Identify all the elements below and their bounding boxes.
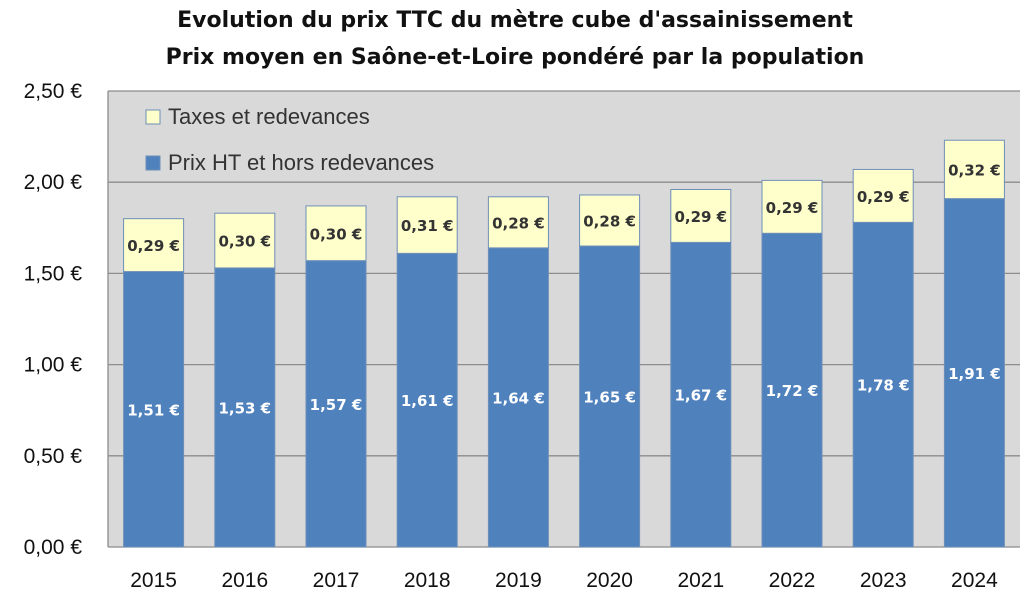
y-tick-label: 0,50 € bbox=[24, 445, 83, 468]
bar-prix-ht bbox=[761, 232, 823, 548]
x-tick-label: 2017 bbox=[313, 569, 360, 592]
x-tick-label: 2020 bbox=[586, 569, 633, 592]
chart-subtitle: Prix moyen en Saône-et-Loire pondéré par… bbox=[165, 45, 865, 70]
legend-swatch-taxes bbox=[145, 109, 161, 125]
y-tick-label: 1,00 € bbox=[24, 354, 83, 377]
data-label-taxes: 0,32 € bbox=[948, 161, 1001, 179]
data-label-taxes: 0,29 € bbox=[857, 188, 910, 206]
legend: Taxes et redevances Prix HT et hors rede… bbox=[145, 104, 434, 175]
bar-prix-ht bbox=[487, 247, 549, 548]
y-tick-label: 2,00 € bbox=[24, 171, 83, 194]
data-label-prix-ht: 1,78 € bbox=[857, 377, 910, 395]
data-label-prix-ht: 1,51 € bbox=[127, 401, 180, 419]
data-label-taxes: 0,30 € bbox=[310, 225, 363, 243]
bar-prix-ht bbox=[305, 260, 367, 548]
data-label-taxes: 0,29 € bbox=[674, 208, 727, 226]
bar-prix-ht bbox=[214, 267, 276, 548]
bar-prix-ht bbox=[396, 252, 458, 548]
data-label-prix-ht: 1,57 € bbox=[310, 396, 363, 414]
bar-taxes bbox=[852, 168, 914, 223]
bar-taxes bbox=[579, 194, 641, 247]
x-tick-label: 2021 bbox=[677, 569, 724, 592]
data-label-prix-ht: 1,72 € bbox=[766, 382, 819, 400]
bar-prix-ht bbox=[123, 271, 185, 548]
bar-taxes bbox=[396, 196, 458, 254]
y-axis-ticks: 0,00 € 0,50 € 1,00 € 1,50 € 2,00 € 2,50 € bbox=[24, 80, 83, 559]
data-label-prix-ht: 1,53 € bbox=[218, 399, 271, 417]
x-tick-label: 2015 bbox=[130, 569, 177, 592]
data-label-prix-ht: 1,64 € bbox=[492, 389, 545, 407]
x-tick-label: 2022 bbox=[769, 569, 816, 592]
x-tick-label: 2016 bbox=[221, 569, 268, 592]
bar-taxes bbox=[305, 205, 367, 262]
legend-label-prix-ht: Prix HT et hors redevances bbox=[168, 150, 434, 175]
bar-taxes bbox=[487, 196, 549, 249]
legend-swatch-prix-ht bbox=[145, 155, 161, 171]
data-label-taxes: 0,28 € bbox=[492, 214, 545, 232]
data-label-taxes: 0,31 € bbox=[401, 217, 454, 235]
x-tick-label: 2019 bbox=[495, 569, 542, 592]
data-label-taxes: 0,28 € bbox=[583, 213, 636, 231]
bar-taxes bbox=[943, 139, 1005, 200]
chart-title: Evolution du prix TTC du mètre cube d'as… bbox=[177, 8, 853, 33]
x-tick-label: 2023 bbox=[860, 569, 907, 592]
bar-taxes bbox=[123, 218, 185, 273]
data-label-taxes: 0,30 € bbox=[218, 233, 271, 251]
legend-label-taxes: Taxes et redevances bbox=[168, 104, 370, 129]
bars: 1,51 € 0,29 € 1,53 € 0,30 € 1,57 € 0,30 € 1,61… bbox=[123, 139, 1005, 548]
y-tick-label: 0,00 € bbox=[24, 536, 83, 559]
data-label-prix-ht: 1,67 € bbox=[674, 387, 727, 405]
data-label-prix-ht: 1,61 € bbox=[401, 392, 454, 410]
data-label-prix-ht: 1,91 € bbox=[948, 365, 1001, 383]
bar-taxes bbox=[670, 188, 732, 243]
bar-prix-ht bbox=[852, 221, 914, 548]
y-tick-label: 2,50 € bbox=[24, 80, 83, 103]
bar-prix-ht bbox=[943, 198, 1005, 548]
y-tick-label: 1,50 € bbox=[24, 262, 83, 285]
bar-prix-ht bbox=[670, 241, 732, 548]
x-axis-ticks: 2015 2016 2017 2018 2019 2020 2021 2022 2023 2024 bbox=[130, 569, 998, 592]
data-label-prix-ht: 1,65 € bbox=[583, 389, 636, 407]
bar-prix-ht bbox=[579, 245, 641, 548]
data-label-taxes: 0,29 € bbox=[766, 199, 819, 217]
x-tick-label: 2024 bbox=[951, 569, 998, 592]
x-tick-label: 2018 bbox=[404, 569, 451, 592]
bar-taxes bbox=[214, 212, 276, 269]
data-label-taxes: 0,29 € bbox=[127, 237, 180, 255]
bar-taxes bbox=[761, 179, 823, 234]
